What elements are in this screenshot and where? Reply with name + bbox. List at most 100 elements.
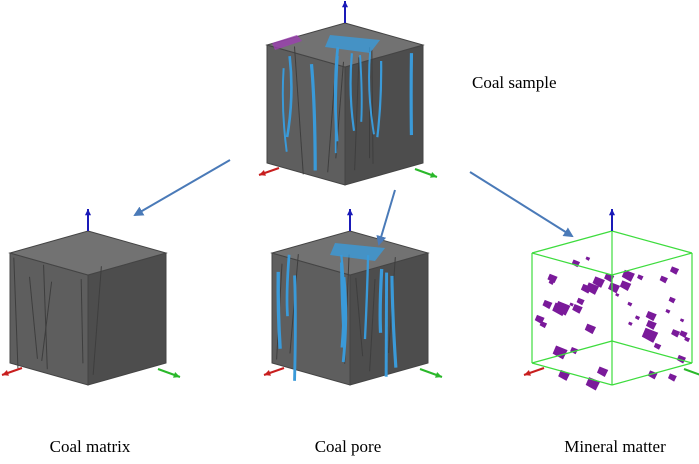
mineral-blob <box>619 280 632 291</box>
mineral-blob <box>645 319 657 330</box>
mineral-blob <box>592 276 605 288</box>
node-label: Coal pore <box>315 437 382 456</box>
axis-head <box>259 170 266 176</box>
mineral-blob <box>596 366 609 377</box>
mineral-blob <box>534 314 545 324</box>
pore-stripe <box>293 275 297 381</box>
pore-stripe <box>281 68 288 152</box>
mineral-blob <box>668 296 676 304</box>
cube-left-face <box>266 44 346 186</box>
mineral-blob <box>653 342 662 350</box>
axis-head <box>84 209 92 216</box>
axis-head <box>173 371 180 378</box>
axis-head <box>608 209 616 216</box>
mineral-blob <box>634 315 641 321</box>
crack <box>92 266 102 375</box>
mineral-blob <box>576 297 585 306</box>
mineral-blob <box>641 327 659 343</box>
pore-stripe <box>378 268 384 333</box>
cube-top-face <box>8 230 168 276</box>
axis-head <box>524 370 531 376</box>
bounding-edge <box>531 230 613 254</box>
node-label: Coal sample <box>472 73 557 92</box>
mineral-blob <box>667 373 677 382</box>
crack <box>43 264 48 370</box>
axis-head <box>346 209 354 216</box>
axis-head <box>341 1 349 8</box>
mineral-blob <box>580 283 592 294</box>
axis-line <box>683 368 699 376</box>
pore-stripe <box>340 254 345 348</box>
node-label: Mineral matter <box>564 437 666 456</box>
mineral-blob <box>671 329 681 338</box>
mineral-blob <box>679 330 688 338</box>
mineral-blob <box>584 323 597 335</box>
mineral-blob <box>684 336 691 343</box>
flow-arrow <box>133 159 231 217</box>
mineral-blob <box>608 282 621 294</box>
cube-left-face <box>271 252 351 386</box>
mineral-blob <box>554 300 571 316</box>
crack <box>13 257 19 369</box>
mineral-blob <box>585 282 600 295</box>
crack <box>355 277 364 357</box>
bounding-edge <box>611 362 693 386</box>
crack <box>80 279 84 364</box>
crack <box>41 281 53 361</box>
axis-head <box>430 171 437 178</box>
mineral-blob <box>547 273 558 284</box>
mineral-blob <box>679 318 685 323</box>
crack <box>335 61 345 159</box>
cubes <box>1 1 699 391</box>
mineral-blob <box>628 321 633 326</box>
pore-stripe <box>285 55 293 138</box>
mineral-blob <box>669 266 680 275</box>
flow-arrow <box>469 171 574 238</box>
mineral-blob <box>645 310 657 322</box>
pore-stripe <box>309 64 317 171</box>
pore-stripe <box>376 60 383 138</box>
mineral-blob <box>572 304 583 314</box>
crack <box>354 57 360 171</box>
crack <box>369 279 376 372</box>
cube-right-face <box>349 252 429 386</box>
axis-head <box>264 370 271 376</box>
pore-stripe <box>368 51 375 135</box>
mineral-blob <box>615 292 620 297</box>
bounding-edge <box>531 252 613 276</box>
pore-stripe <box>390 275 398 368</box>
mineral-blob <box>676 354 687 364</box>
bounding-edge <box>531 340 613 364</box>
mineral-blob <box>665 309 671 314</box>
pore-stripe <box>285 254 291 317</box>
bounding-edge <box>611 230 693 254</box>
pore-stripe <box>363 255 370 340</box>
mineral-blob <box>569 302 574 307</box>
mineral-blob <box>548 279 555 285</box>
bounding-edge <box>531 362 613 386</box>
crack <box>29 276 38 359</box>
pore-patch <box>325 35 380 53</box>
pore-stripe <box>349 53 356 132</box>
pore-stripe <box>276 271 282 349</box>
mineral-blob <box>621 269 635 282</box>
cube-right-face <box>87 252 167 386</box>
bounding-edge <box>611 340 693 364</box>
bounding-edge <box>611 252 693 276</box>
crack <box>371 49 374 164</box>
pore-stripe <box>334 55 339 154</box>
pore-patch <box>330 243 385 261</box>
axis-head <box>435 371 442 378</box>
mineral-patch <box>272 35 302 50</box>
axis-head <box>2 370 9 376</box>
cube-left-face <box>9 252 89 386</box>
mineral-blob <box>637 274 644 281</box>
mineral-blob <box>627 301 633 307</box>
node-label: Coal matrix <box>50 437 131 456</box>
mineral-blob <box>552 345 568 360</box>
flow-arrow <box>376 189 396 246</box>
pore-stripe <box>359 54 363 122</box>
crack <box>293 46 304 175</box>
mineral-blob <box>542 299 553 310</box>
